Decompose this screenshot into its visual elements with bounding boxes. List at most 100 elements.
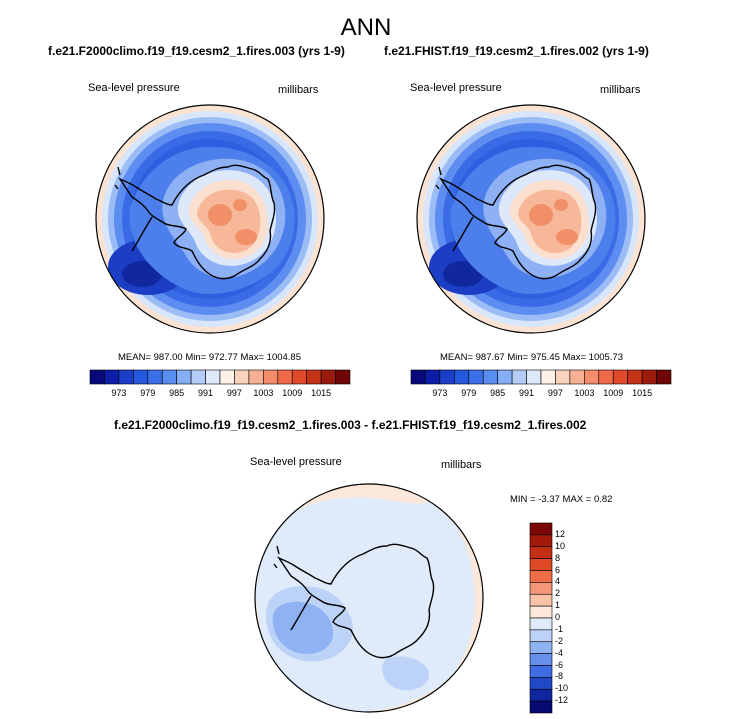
colorbar-swatch: [641, 369, 657, 385]
colorbar-tick-label: 1015: [311, 388, 332, 398]
colorbar-tick-label: 997: [226, 388, 242, 398]
colorbar-tick-label: 0: [555, 612, 561, 622]
panel-2-colorbar: [410, 369, 672, 385]
colorbar-swatch: [555, 369, 571, 385]
colorbar-swatch: [263, 369, 279, 385]
colorbar-swatch: [529, 629, 553, 643]
colorbar-swatch: [205, 369, 221, 385]
colorbar-tick-label: -2: [555, 635, 564, 646]
colorbar-swatch: [627, 369, 643, 385]
colorbar-tick-label: 4: [555, 576, 561, 587]
colorbar-swatch: [529, 700, 553, 714]
colorbar-swatch: [612, 369, 628, 385]
panel-2-units: millibars: [600, 84, 641, 96]
colorbar-tick-label: 1003: [574, 388, 595, 398]
colorbar-swatch: [425, 369, 441, 385]
colorbar-swatch: [529, 605, 553, 619]
panel-2-title: f.e21.FHIST.f19_f19.cesm2_1.fires.002 (y…: [384, 44, 649, 58]
colorbar-swatch: [526, 369, 542, 385]
colorbar-swatch: [234, 369, 250, 385]
panel-1-colorbar: [89, 369, 351, 385]
colorbar-swatch: [529, 665, 553, 678]
colorbar-tick-label: 973: [432, 388, 448, 398]
panel-1-stats: MEAN= 987.00 Min= 972.77 Max= 1004.85: [118, 352, 301, 363]
colorbar-tick-label: 12: [555, 528, 566, 539]
colorbar-swatch: [320, 369, 336, 385]
colorbar-tick-label: -12: [555, 695, 569, 706]
colorbar-tick-label: -1: [555, 623, 564, 634]
colorbar-swatch: [529, 677, 553, 690]
colorbar-tick-label: -10: [555, 683, 569, 694]
colorbar-tick-label: 1009: [282, 388, 303, 398]
colorbar-tick-label: 991: [519, 388, 535, 398]
colorbar-swatch: [219, 369, 235, 385]
colorbar-swatch: [598, 369, 614, 385]
colorbar-swatch: [248, 369, 264, 385]
colorbar-swatch: [569, 369, 585, 385]
colorbar-tick-label: -8: [555, 671, 564, 682]
panel-1-variable: Sea-level pressure: [88, 82, 180, 94]
panel-2-variable: Sea-level pressure: [410, 82, 502, 94]
colorbar-swatch: [410, 369, 426, 385]
colorbar-swatch: [529, 641, 553, 654]
colorbar-tick-label: 10: [555, 540, 566, 551]
colorbar-swatch: [161, 369, 177, 385]
colorbar-swatch: [147, 369, 163, 385]
colorbar-tick-label: 985: [169, 388, 185, 398]
figure-title: ANN: [340, 14, 392, 41]
diff-title: f.e21.F2000climo.f19_f19.cesm2_1.fires.0…: [114, 418, 587, 432]
colorbar-swatch: [439, 369, 455, 385]
colorbar-swatch: [540, 369, 556, 385]
panel-1-map: [92, 101, 328, 337]
colorbar-swatch: [89, 369, 105, 385]
panel-1-title: f.e21.F2000climo.f19_f19.cesm2_1.fires.0…: [48, 44, 345, 58]
colorbar-tick-label: 991: [198, 388, 214, 398]
colorbar-swatch: [656, 369, 672, 385]
colorbar-swatch: [104, 369, 120, 385]
colorbar-swatch: [291, 369, 307, 385]
panel-1-colorbar-labels: 973 979 985 991 997 1003 1009 1015: [90, 388, 350, 402]
colorbar-swatch: [529, 558, 553, 571]
colorbar-tick-label: 997: [547, 388, 563, 398]
colorbar-tick-label: 979: [461, 388, 477, 398]
colorbar-swatch: [497, 369, 513, 385]
colorbar-swatch: [468, 369, 484, 385]
colorbar-swatch: [176, 369, 192, 385]
colorbar-swatch: [529, 582, 553, 595]
colorbar-tick-label: 1003: [253, 388, 274, 398]
colorbar-tick-label: 1015: [632, 388, 653, 398]
diff-colorbar-labels: 12 10 8 6 4 2 1 0 -1 -2 -4 -6 -8 -10 -12: [555, 523, 595, 713]
colorbar-swatch: [529, 522, 553, 536]
colorbar-swatch: [529, 653, 553, 666]
colorbar-tick-label: 1009: [603, 388, 624, 398]
panel-1-units: millibars: [278, 84, 319, 96]
colorbar-swatch: [511, 369, 527, 385]
colorbar-swatch: [118, 369, 134, 385]
colorbar-swatch: [584, 369, 600, 385]
colorbar-tick-label: 985: [490, 388, 506, 398]
panel-2-stats: MEAN= 987.67 Min= 975.45 Max= 1005.73: [440, 352, 623, 363]
panel-2-map: [413, 101, 649, 337]
colorbar-swatch: [529, 688, 553, 702]
colorbar-tick-label: -4: [555, 647, 564, 658]
colorbar-swatch: [529, 593, 553, 607]
colorbar-swatch: [335, 369, 351, 385]
colorbar-tick-label: 1: [555, 600, 561, 611]
colorbar-tick-label: 973: [111, 388, 127, 398]
colorbar-tick-label: -6: [555, 659, 564, 670]
diff-units: millibars: [441, 459, 482, 471]
colorbar-tick-label: 8: [555, 552, 561, 563]
colorbar-swatch: [529, 617, 553, 631]
colorbar-swatch: [482, 369, 498, 385]
panel-2-colorbar-labels: 973 979 985 991 997 1003 1009 1015: [411, 388, 671, 402]
diff-colorbar: [529, 522, 553, 714]
colorbar-swatch: [529, 546, 553, 559]
diff-map: [254, 483, 484, 713]
colorbar-swatch: [277, 369, 293, 385]
colorbar-tick-label: 2: [555, 588, 561, 599]
colorbar-swatch: [454, 369, 470, 385]
colorbar-swatch: [529, 534, 553, 548]
colorbar-tick-label: 979: [140, 388, 156, 398]
diff-stats: MIN = -3.37 MAX = 0.82: [510, 494, 613, 505]
colorbar-swatch: [190, 369, 206, 385]
